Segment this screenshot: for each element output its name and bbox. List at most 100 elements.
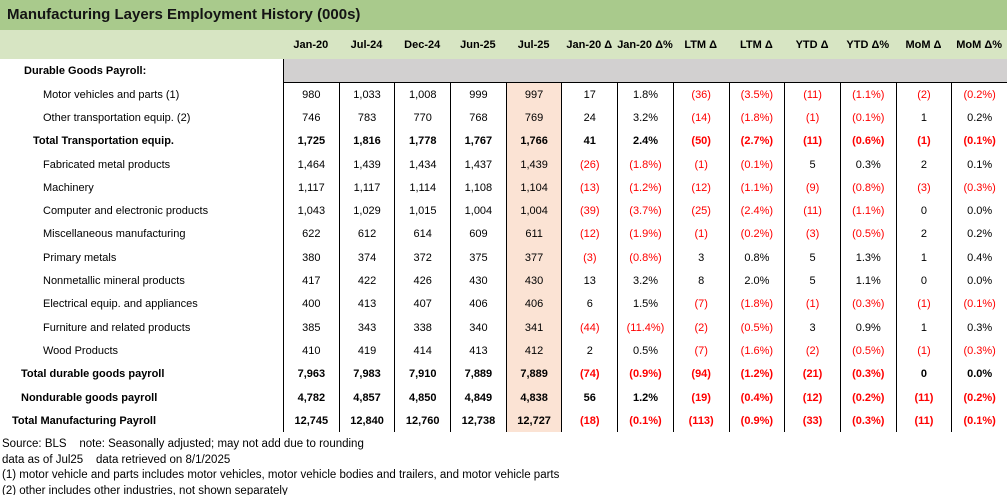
cell[interactable]: (74) [561,362,617,386]
cell[interactable]: 0.3% [951,315,1007,340]
cell[interactable]: 1,029 [338,199,395,223]
row-label[interactable]: Nonmetallic mineral products [43,275,185,288]
cell[interactable]: 377 [505,246,562,270]
cell[interactable]: 410 [283,339,339,363]
cell[interactable]: 1,015 [394,199,450,223]
cell[interactable]: 5 [784,246,840,270]
cell[interactable]: 1,008 [394,83,450,107]
cell[interactable]: 1 [895,315,952,340]
cell[interactable]: 7,963 [283,362,339,386]
cell[interactable]: 1 [895,246,952,270]
row-label[interactable]: Nondurable goods payroll [21,391,158,404]
cell[interactable]: (113) [672,409,729,433]
row-label[interactable]: Motor vehicles and parts (1) [43,88,180,101]
column-header-ytd-d[interactable]: YTD Δ [795,38,829,51]
cell[interactable]: 770 [394,106,450,130]
cell[interactable]: 997 [505,83,562,107]
cell[interactable]: (11) [784,83,840,107]
cell[interactable]: (39) [561,199,617,223]
cell[interactable]: 999 [450,83,506,107]
cell[interactable]: 0.3% [839,152,896,177]
cell[interactable]: (0.1%) [839,106,896,130]
cell[interactable]: (1.8%) [728,106,785,130]
cell[interactable]: (0.1%) [617,409,673,433]
cell[interactable]: (0.2%) [728,222,785,247]
cell[interactable]: (0.1%) [951,409,1007,433]
cell[interactable]: (3) [561,246,617,270]
cell[interactable]: 0.0% [951,269,1007,293]
cell[interactable]: 1,778 [394,129,450,153]
row-label[interactable]: Fabricated metal products [43,158,171,171]
cell[interactable]: 380 [283,246,339,270]
cell[interactable]: 1,004 [450,199,506,223]
row-label[interactable]: Furniture and related products [43,321,191,334]
cell[interactable]: (2) [672,315,729,340]
cell[interactable]: (1.8%) [617,152,673,177]
cell[interactable]: (7) [672,339,729,363]
cell[interactable]: (0.8%) [617,246,673,270]
column-header-ytd-dpct[interactable]: YTD Δ% [846,38,890,51]
cell[interactable]: 614 [394,222,450,247]
cell[interactable]: 406 [505,292,562,316]
row-label[interactable]: Electrical equip. and appliances [43,298,198,311]
cell[interactable]: (1.1%) [839,199,896,223]
cell[interactable]: 375 [450,246,506,270]
cell[interactable]: 746 [283,106,339,130]
row-label[interactable]: Total Manufacturing Payroll [12,414,157,427]
cell[interactable]: 372 [394,246,450,270]
cell[interactable]: 2 [895,222,952,247]
cell[interactable]: (50) [672,129,729,153]
cell[interactable]: 622 [283,222,339,247]
column-header-jul24[interactable]: Jul-24 [350,38,383,51]
cell[interactable]: 1,043 [283,199,339,223]
cell[interactable]: 12,840 [338,409,395,433]
cell[interactable]: (0.9%) [617,362,673,386]
cell[interactable]: 1,108 [450,176,506,200]
cell[interactable]: 12,760 [394,409,450,433]
cell[interactable]: 4,782 [283,385,339,410]
cell[interactable]: (94) [672,362,729,386]
cell[interactable]: 0 [895,362,952,386]
cell[interactable]: 417 [283,269,339,293]
cell[interactable]: 1.5% [617,292,673,316]
cell[interactable]: (1.9%) [617,222,673,247]
cell[interactable]: 3 [672,246,729,270]
cell[interactable]: 0.0% [951,362,1007,386]
cell[interactable]: 4,857 [338,385,395,410]
column-header-jan20[interactable]: Jan-20 [293,38,329,51]
cell[interactable]: (2.7%) [728,129,785,153]
cell[interactable]: (0.6%) [839,129,896,153]
cell[interactable]: 41 [561,129,617,153]
cell[interactable]: 1,464 [283,152,339,177]
cell[interactable]: 1,816 [338,129,395,153]
cell[interactable]: (2.4%) [728,199,785,223]
cell[interactable]: (0.8%) [839,176,896,200]
column-header-ltm-d2[interactable]: LTM Δ [740,38,773,51]
cell[interactable]: 1,439 [338,152,395,177]
cell[interactable]: 406 [450,292,506,316]
cell[interactable]: 609 [450,222,506,247]
cell[interactable]: 1,004 [505,199,562,223]
cell[interactable]: (1.1%) [839,83,896,107]
cell[interactable]: 783 [338,106,395,130]
cell[interactable]: 1,766 [505,129,562,153]
row-label[interactable]: Machinery [43,181,94,194]
cell[interactable]: (0.2%) [951,385,1007,410]
cell[interactable]: 612 [338,222,395,247]
cell[interactable]: 1 [895,106,952,130]
row-label[interactable]: Other transportation equip. (2) [43,111,191,124]
cell[interactable]: (1) [895,292,952,316]
cell[interactable]: 1,104 [505,176,562,200]
cell[interactable]: (1.6%) [728,339,785,363]
cell[interactable]: 7,910 [394,362,450,386]
cell[interactable]: 5 [784,152,840,177]
cell[interactable]: 7,889 [505,362,562,386]
cell[interactable]: 24 [561,106,617,130]
cell[interactable]: 419 [338,339,395,363]
cell[interactable]: 4,850 [394,385,450,410]
cell[interactable]: (3) [784,222,840,247]
column-header-dec24[interactable]: Dec-24 [404,38,441,51]
column-header-jan20-dpct[interactable]: Jan-20 Δ% [617,38,673,51]
row-label[interactable]: Total Transportation equip. [33,135,174,148]
cell[interactable]: 407 [394,292,450,316]
